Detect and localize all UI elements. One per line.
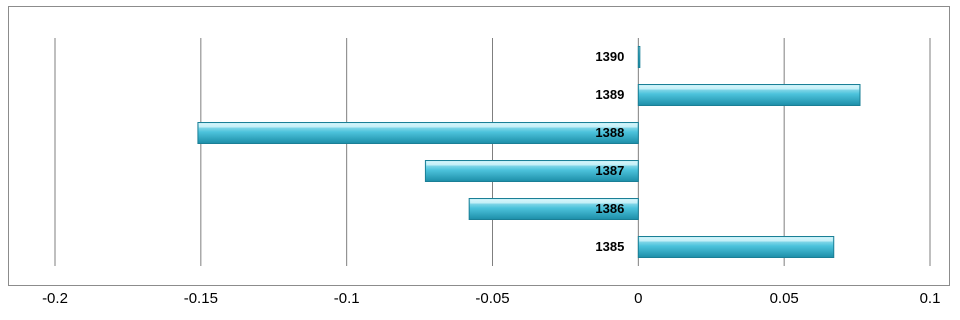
x-tick-label: 0.05	[770, 290, 799, 307]
category-label-1389: 1389	[595, 87, 624, 102]
x-tick-label: -0.1	[334, 290, 360, 307]
bar-1389	[637, 84, 861, 106]
bar-highlight-1389	[639, 85, 859, 90]
bar-highlight-1387	[426, 161, 638, 166]
category-label-1385: 1385	[595, 239, 624, 254]
x-tick-label: -0.2	[42, 290, 68, 307]
category-label-1388: 1388	[595, 125, 624, 140]
x-axis-tick-labels: -0.2 -0.15 -0.1 -0.05 0 0.05 0.1	[42, 290, 940, 307]
bar-1387	[424, 160, 639, 182]
x-tick-label: -0.15	[184, 290, 218, 307]
bars	[197, 46, 861, 258]
category-label-1386: 1386	[595, 201, 624, 216]
bar-1388	[197, 122, 639, 144]
grid-lines	[54, 38, 931, 266]
category-label-1390: 1390	[595, 49, 624, 64]
x-tick-label: 0.1	[920, 290, 941, 307]
bar-highlight-1386	[470, 199, 638, 204]
bar-1386	[468, 198, 639, 220]
category-labels: 1390 1389 1388 1387 1386 1385	[595, 49, 624, 254]
bar-1385	[637, 236, 835, 258]
x-tick-label: 0	[634, 290, 642, 307]
bar-highlight-1388	[198, 123, 638, 128]
bar-1390	[637, 46, 641, 68]
category-label-1387: 1387	[595, 163, 624, 178]
bar-highlight-1385	[639, 237, 833, 242]
x-tick-label: -0.05	[475, 290, 509, 307]
